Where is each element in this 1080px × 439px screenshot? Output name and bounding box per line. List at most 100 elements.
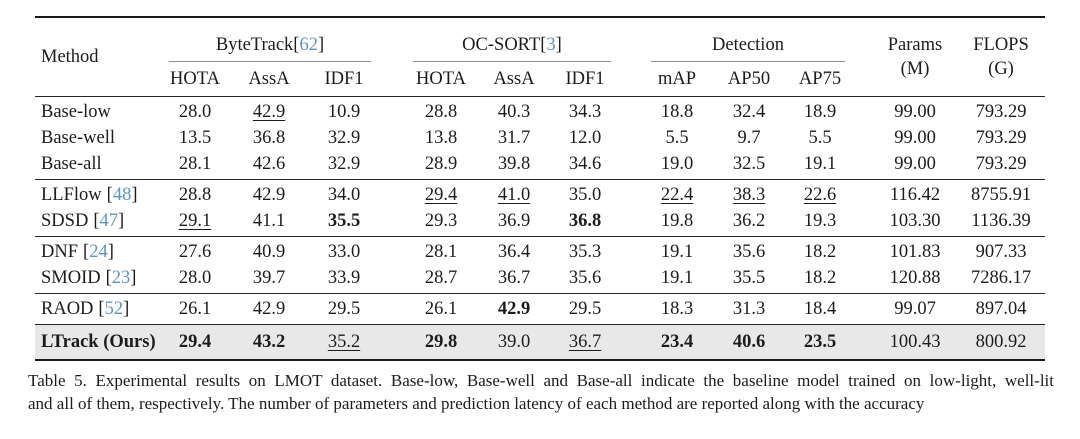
value-cell: 32.4: [732, 102, 766, 122]
section-ours-highlighted: LTrack (Ours) 29.4 43.2 35.2 29.8 39.0 3…: [35, 324, 1045, 359]
group-header-bytetrack: ByteTrack[62]: [169, 35, 371, 62]
group-name: ByteTrack: [215, 35, 294, 55]
value-cell: 36.9: [497, 211, 531, 231]
table-row: SMOID [23] 28.0 39.7 33.9 28.7 36.7 35.6 …: [35, 265, 1045, 291]
value-cell: 99.07: [894, 299, 936, 319]
method-cell: Base-well: [41, 128, 115, 148]
section-raod: RAOD [52] 26.1 42.9 29.5 26.1 42.9 29.5 1…: [35, 293, 1045, 324]
method-cell: DNF [24]: [41, 242, 114, 262]
value-cell: 26.1: [424, 299, 458, 319]
value-cell: 29.5: [568, 299, 602, 319]
value-cell: 34.0: [327, 185, 361, 205]
citation: [62]: [293, 35, 325, 55]
value-cell: 29.4: [178, 332, 212, 352]
paper-page: Method ByteTrack[62] OC-SORT[3] Detectio…: [0, 16, 1080, 439]
value-cell: 9.7: [737, 128, 761, 148]
value-cell: 33.0: [327, 242, 361, 262]
citation-number[interactable]: 62: [299, 35, 318, 55]
value-cell: 8755.91: [970, 185, 1032, 205]
column-header-params: Params (M): [887, 35, 943, 79]
value-cell: 32.5: [732, 154, 766, 174]
value-cell: 5.5: [665, 128, 689, 148]
value-cell: 19.1: [660, 268, 694, 288]
citation-number[interactable]: 52: [104, 299, 124, 319]
citation-number[interactable]: 48: [112, 185, 132, 205]
citation-number[interactable]: 24: [89, 242, 108, 262]
value-cell: 907.33: [975, 242, 1027, 262]
method-cell: LLFlow [48]: [41, 185, 138, 205]
method-cell: Base-low: [41, 102, 111, 122]
value-cell: 34.3: [568, 102, 602, 122]
value-cell: 40.9: [252, 242, 286, 262]
value-cell: 13.8: [424, 128, 458, 148]
citation: [24]: [83, 242, 114, 262]
column-header-ap50: AP50: [727, 68, 771, 89]
value-cell: 99.00: [894, 154, 936, 174]
value-cell: 35.2: [327, 332, 361, 352]
value-cell: 18.2: [803, 242, 837, 262]
value-cell: 35.0: [568, 185, 602, 205]
value-cell: 42.9: [497, 299, 531, 319]
caption-line-2: and all of them, respectively. The numbe…: [28, 393, 925, 413]
citation-number[interactable]: 3: [546, 35, 556, 55]
value-cell: 36.7: [497, 268, 531, 288]
value-cell: 18.4: [803, 299, 837, 319]
column-header-flops: FLOPS (G): [973, 35, 1029, 79]
column-header-assa-oc: AssA: [493, 68, 535, 89]
table-header: Method ByteTrack[62] OC-SORT[3] Detectio…: [35, 18, 1045, 96]
value-cell: 28.9: [424, 154, 458, 174]
table-row: Base-all 28.1 42.6 32.9 28.9 39.8 34.6 1…: [35, 151, 1045, 177]
value-cell: 35.5: [732, 268, 766, 288]
value-cell: 29.1: [178, 211, 212, 231]
value-cell: 35.6: [732, 242, 766, 262]
value-cell: 39.7: [252, 268, 286, 288]
group-header-ocsort: OC-SORT[3]: [413, 35, 611, 62]
value-cell: 19.1: [660, 242, 694, 262]
value-cell: 99.00: [894, 102, 936, 122]
value-cell: 36.2: [732, 211, 766, 231]
value-cell: 23.5: [803, 332, 837, 352]
value-cell: 19.3: [803, 211, 837, 231]
value-cell: 29.3: [424, 211, 458, 231]
column-header-ap75: AP75: [798, 68, 842, 89]
table-row: Base-low 28.0 42.9 10.9 28.8 40.3 34.3 1…: [35, 99, 1045, 125]
value-cell: 12.0: [568, 128, 602, 148]
citation-number[interactable]: 47: [99, 211, 118, 231]
method-cell: LTrack (Ours): [41, 332, 156, 352]
value-cell: 33.9: [327, 268, 361, 288]
value-cell: 7286.17: [970, 268, 1032, 288]
citation-number[interactable]: 23: [111, 268, 131, 288]
table-caption: Table 5. Experimental results on LMOT da…: [28, 370, 1054, 415]
value-cell: 28.1: [178, 154, 212, 174]
column-header-idf1-oc: IDF1: [565, 68, 605, 89]
column-header-hota-oc: HOTA: [416, 68, 466, 89]
value-cell: 116.42: [889, 185, 941, 205]
value-cell: 28.8: [424, 102, 458, 122]
section-enhancement: LLFlow [48] 28.8 42.9 34.0 29.4 41.0 35.0…: [35, 179, 1045, 236]
column-header-assa-bt: AssA: [248, 68, 290, 89]
table-row: RAOD [52] 26.1 42.9 29.5 26.1 42.9 29.5 1…: [35, 296, 1045, 322]
value-cell: 39.0: [497, 332, 531, 352]
caption-line-1: Table 5. Experimental results on LMOT da…: [28, 371, 1054, 390]
value-cell: 793.29: [975, 102, 1027, 122]
value-cell: 42.6: [252, 154, 286, 174]
value-cell: 41.1: [252, 211, 286, 231]
value-cell: 36.8: [252, 128, 286, 148]
value-cell: 5.5: [808, 128, 832, 148]
value-cell: 43.2: [252, 332, 286, 352]
value-cell: 42.9: [252, 299, 286, 319]
method-cell: SDSD [47]: [41, 211, 125, 231]
value-cell: 18.3: [660, 299, 694, 319]
value-cell: 18.8: [660, 102, 694, 122]
citation: [23]: [105, 268, 137, 288]
value-cell: 28.0: [178, 268, 212, 288]
citation: [48]: [106, 185, 138, 205]
group-header-detection: Detection: [651, 35, 845, 62]
results-table: Method ByteTrack[62] OC-SORT[3] Detectio…: [35, 16, 1045, 361]
value-cell: 120.88: [889, 268, 941, 288]
value-cell: 28.1: [424, 242, 458, 262]
value-cell: 22.6: [803, 185, 837, 205]
value-cell: 18.2: [803, 268, 837, 288]
value-cell: 27.6: [178, 242, 212, 262]
value-cell: 39.8: [497, 154, 531, 174]
